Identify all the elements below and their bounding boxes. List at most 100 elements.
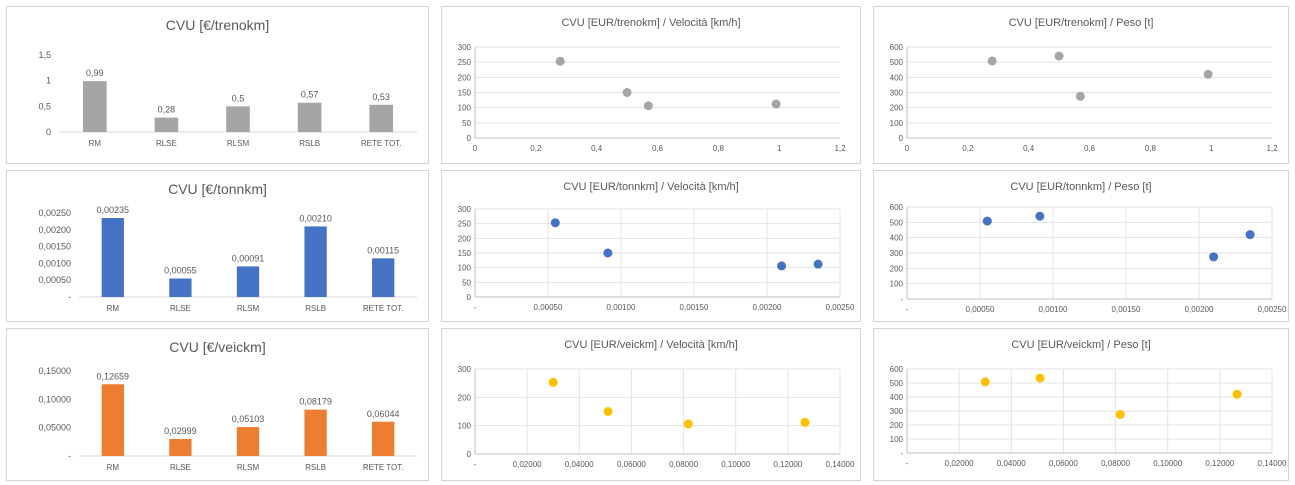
data-label: 0,00091 [232,253,265,263]
x-tick-label: RLSE [170,304,191,313]
y-tick-label: 100 [458,104,472,113]
x-tick-label: RSLB [299,139,320,148]
data-label: 0,99 [86,68,104,78]
y-tick-label: 150 [458,249,472,258]
x-tick-label: 0,6 [1084,144,1096,153]
y-tick-label: 0,00150 [38,242,71,252]
x-tick-label: 0,12000 [773,460,802,469]
data-point [1209,252,1219,262]
bar [154,117,179,132]
y-tick-label: 0,00100 [38,258,71,268]
y-tick-label: 250 [458,58,472,67]
data-label: 0,05103 [232,414,265,424]
chart-plot: - 100 200 300 400 500 600 - 0,00050 0,00100 0,0015… [890,203,1287,314]
y-tick-label: 50 [462,119,471,128]
bar [369,104,394,132]
data-point [777,261,787,271]
data-point [1035,211,1045,221]
data-point [980,377,990,387]
scatter-tonnkm-peso: CVU [EUR/tonnkm] / Peso [t] - 100 200 300 40… [873,170,1289,322]
data-point [603,248,613,258]
x-tick-label: RETE TOT. [363,304,404,313]
y-tick-label: 300 [458,43,472,52]
data-label: 0,12659 [97,371,130,381]
y-tick-label: 0,10000 [38,394,71,404]
data-point [771,99,781,109]
x-tick-label: 0,06000 [1049,459,1078,468]
chart-plot: 0 50 100 150 200 250 300 0 0,2 0,4 0,6 0,8 1 1,2 [458,43,846,153]
x-tick-label: RM [107,463,120,472]
y-tick-label: - [900,295,903,304]
scatter-tonnkm-velocita: CVU [EUR/tonnkm] / Velocità [km/h] 0 50 10… [441,170,861,322]
y-tick-label: 500 [890,218,904,227]
data-label: 0,5 [232,93,245,103]
x-tick-label: 0,14000 [826,460,855,469]
y-tick-label: 400 [890,234,904,243]
data-point [603,407,613,416]
chart-plot: 0 100 200 300 400 500 600 0 0,2 0,4 0,6 0,8 1 1,2 [890,43,1278,153]
chart-title: CVU [EUR/tonnkm] / Peso [t] [1010,181,1152,193]
x-tick-label: 0,10000 [721,460,750,469]
y-tick-label: 100 [890,280,904,289]
chart-title: CVU [EUR/veickm] / Velocità [km/h] [564,339,738,351]
data-label: 0,57 [301,90,319,100]
x-tick-label: 1 [1209,144,1214,153]
x-tick-label: 0 [473,144,478,153]
y-tick-label: - [900,449,903,458]
chart-plot: - 100 200 300 400 500 600 - 0,02000 0,04000 0,0600… [890,365,1287,468]
y-tick-label: 400 [890,393,904,402]
data-label: 0,53 [372,92,390,102]
x-tick-label: 1,2 [834,144,846,153]
x-tick-label: 0,8 [1145,144,1157,153]
x-tick-label: RLSE [156,139,177,148]
y-tick-label: 1 [46,76,51,86]
scatter-veickm-velocita: CVU [EUR/veickm] / Velocità [km/h] 0 100 2… [441,328,861,481]
y-tick-label: 100 [458,422,472,431]
data-point [1054,51,1064,61]
bar [169,439,192,456]
bar-chart-trenokm: CVU [€/trenokm] 0 0,5 1 1,5 0,99 RM 0,28 RLSE 0,… [6,6,429,164]
data-point [982,216,992,226]
x-tick-label: 0,00100 [607,303,636,312]
bar-chart-tonnkm: CVU [€/tonnkm] - 0,00050 0,00100 0,00150 0,0… [6,170,429,322]
x-tick-label: 0,08000 [669,460,698,469]
y-tick-label: 300 [890,407,904,416]
data-point [1245,230,1255,240]
x-tick-label: RETE TOT. [363,463,404,472]
x-tick-label: RM [107,304,120,313]
data-label: 0,02999 [164,426,197,436]
y-tick-label: 300 [890,89,904,98]
bar [226,106,250,132]
y-tick-label: 600 [890,43,904,52]
x-tick-label: RSLB [305,463,326,472]
bar-chart-veickm: CVU [€/veickm] - 0,05000 0,10000 0,15000 0,1… [6,328,429,481]
bar [372,421,395,456]
x-tick-label: 0,00100 [1039,305,1068,314]
y-tick-label: 300 [890,249,904,258]
data-point [643,101,653,111]
x-tick-label: - [906,459,909,468]
y-tick-label: 1,5 [38,50,51,60]
bar [82,81,107,132]
y-tick-label: 500 [890,379,904,388]
x-tick-label: 0,2 [530,144,542,153]
data-label: 0,00235 [97,205,130,215]
data-label: 0,00055 [164,266,197,276]
data-label: 0,00210 [299,213,332,223]
y-tick-label: 0,5 [38,101,51,111]
x-tick-label: 1 [777,144,782,153]
x-tick-label: RM [89,139,102,148]
data-label: 0,08179 [299,397,332,407]
x-tick-label: 0,04000 [565,460,594,469]
y-tick-label: 0 [46,127,51,137]
y-tick-label: 200 [458,234,472,243]
y-tick-label: 200 [890,421,904,430]
data-label: 0,28 [158,105,176,115]
chart-plot: 0 100 200 300 - 0,02000 0,04000 0,06000 0,08000 0… [458,365,855,469]
chart-title: CVU [€/trenokm] [165,17,270,33]
chart-plot: - 0,00050 0,00100 0,00150 0,00200 0,00250 0,00… [38,205,417,313]
y-tick-label: 150 [458,89,472,98]
y-tick-label: - [68,451,71,461]
y-tick-label: 0,00200 [38,225,71,235]
x-tick-label: 0,14000 [1258,459,1287,468]
